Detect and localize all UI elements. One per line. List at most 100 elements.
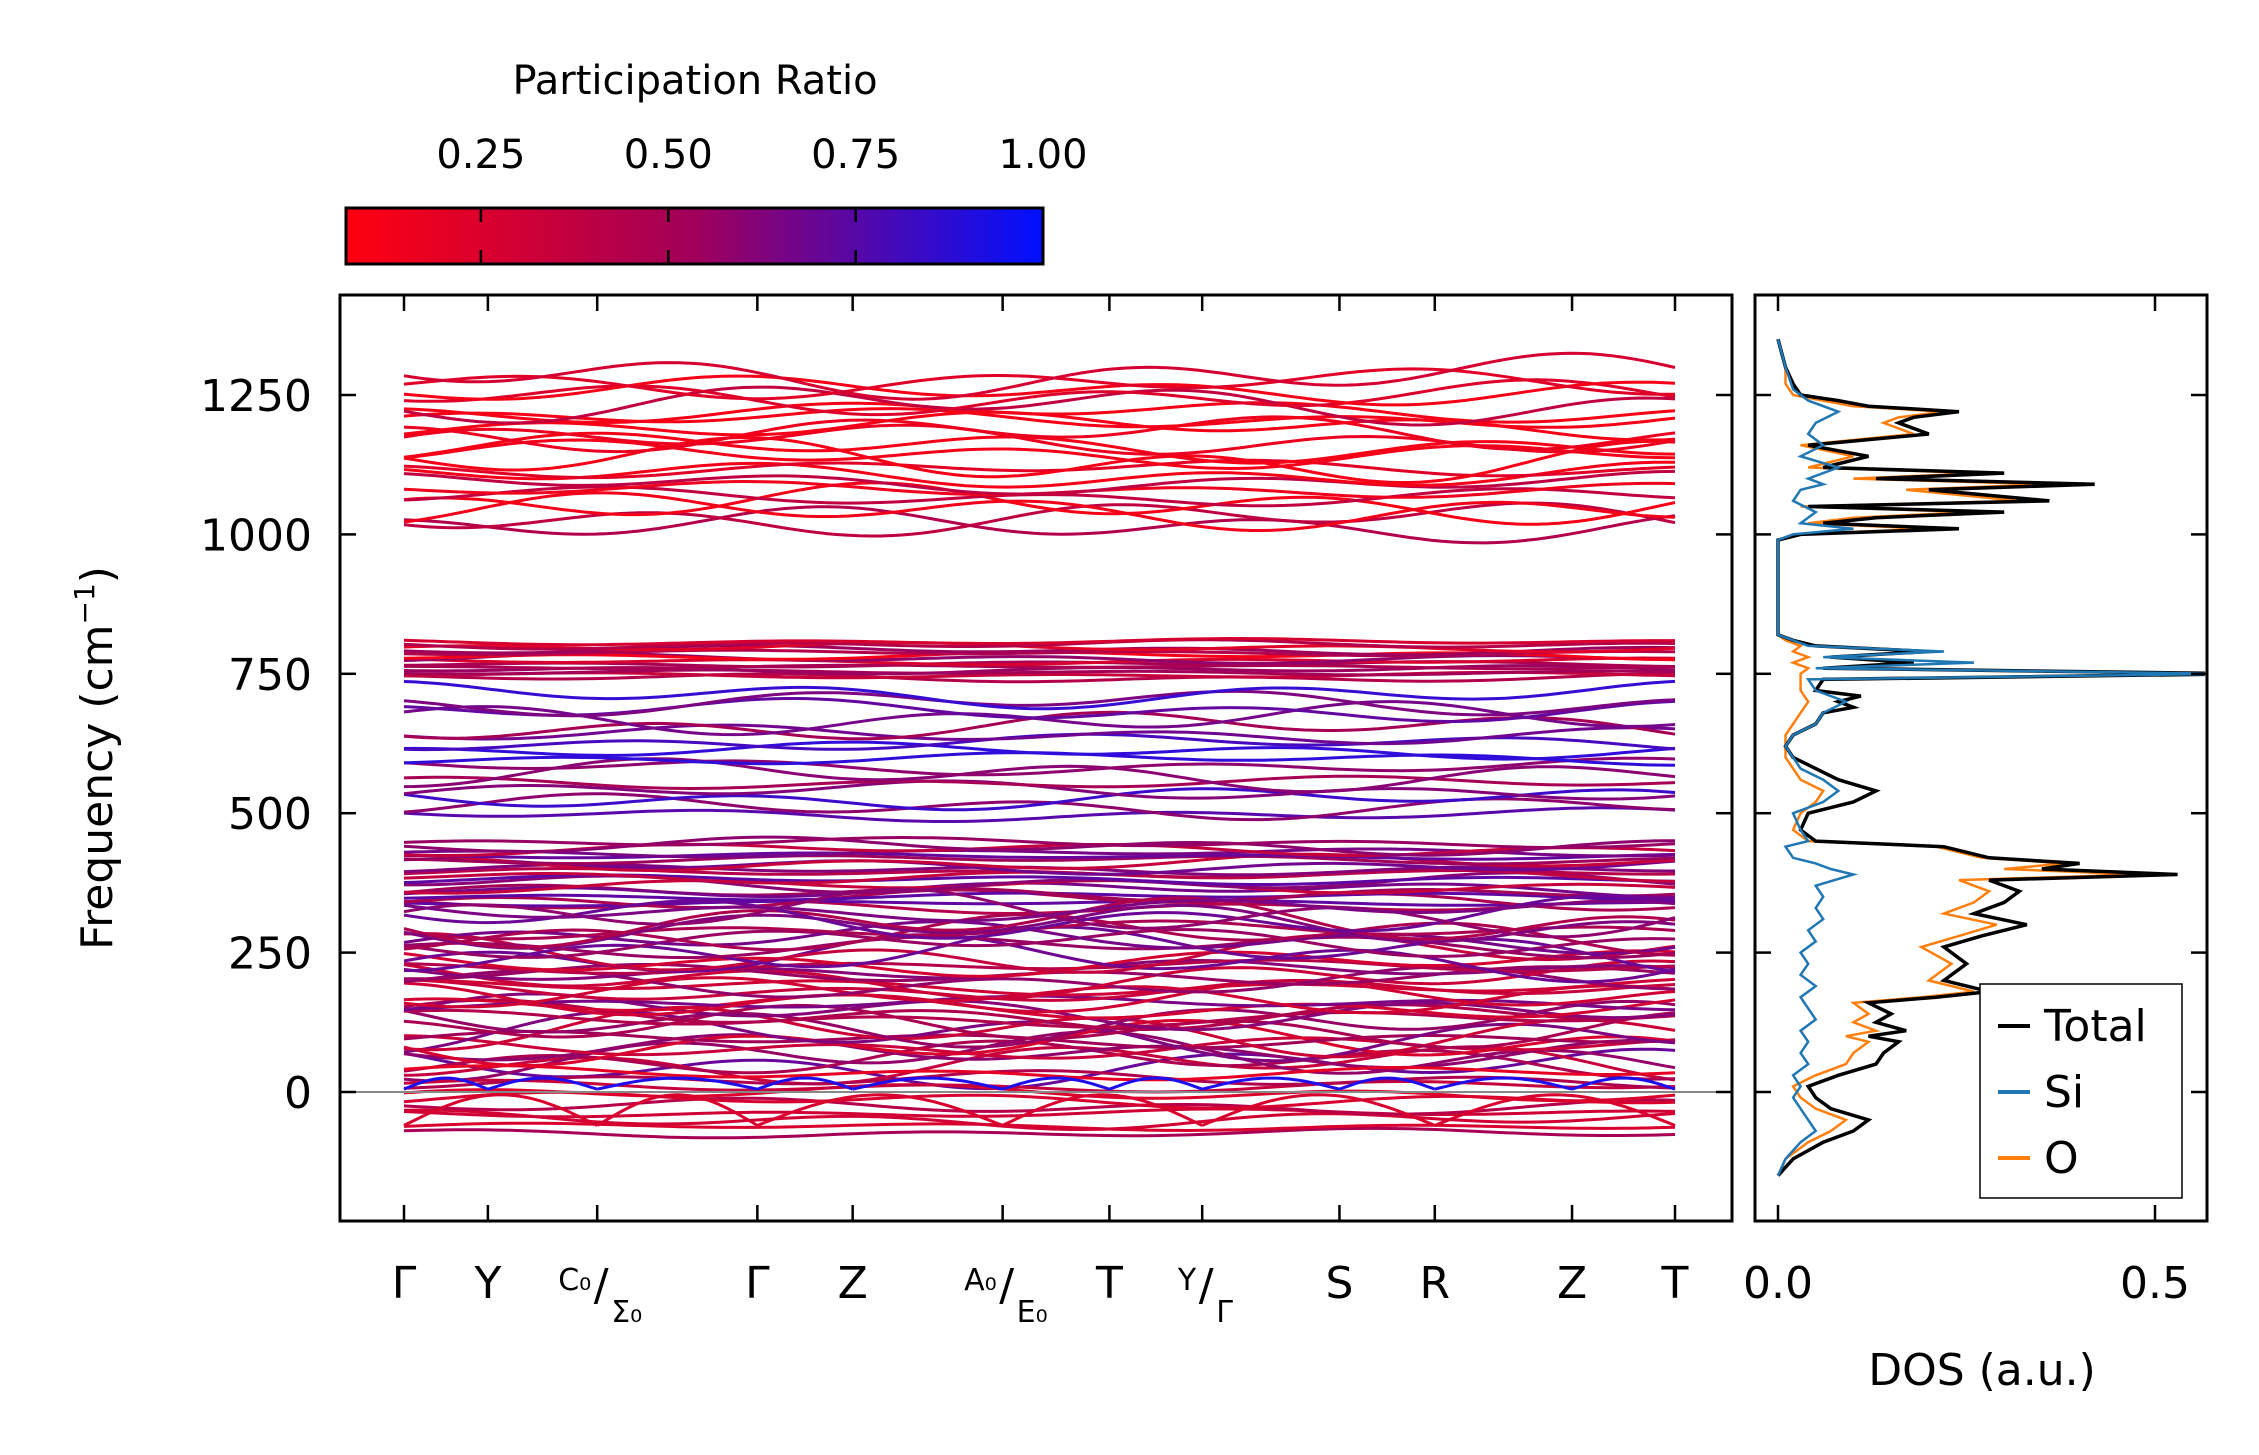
phonon-branch <box>403 887 1676 939</box>
dos-x-tick-label: 0.5 <box>2120 1258 2190 1309</box>
legend-label-o: O <box>2044 1133 2079 1184</box>
phonon-branch <box>403 638 1676 651</box>
phonon-branch <box>403 806 1676 823</box>
phonon-branch <box>403 1018 1676 1067</box>
acoustic-branch <box>487 1076 598 1091</box>
colorbar: Participation Ratio 0.25 0.50 0.75 1.00 <box>344 58 1088 266</box>
legend-label-si: Si <box>2044 1067 2084 1118</box>
y-tick-label: 750 <box>228 650 312 701</box>
phonon-branch <box>403 898 1676 923</box>
kpoint-label: T <box>1661 1258 1689 1309</box>
phonon-branch <box>403 979 1676 1017</box>
phonon-branch-soft <box>1001 1093 1203 1127</box>
phonon-branch-soft <box>756 1093 1004 1127</box>
colorbar-ticks: 0.25 0.50 0.75 1.00 <box>436 132 1088 264</box>
colorbar-tick-label: 0.25 <box>436 132 525 178</box>
phonon-branch <box>403 854 1676 866</box>
phonon-branch <box>403 668 1676 677</box>
phonon-branch <box>403 637 1675 647</box>
colorbar-tick-label: 1.00 <box>998 132 1087 178</box>
phonon-branch <box>403 1008 1676 1029</box>
legend: Total Si O <box>1979 983 2183 1199</box>
dos-x-axis-label: DOS (a.u.) <box>1868 1345 2096 1396</box>
phonon-branch-soft <box>403 1093 598 1127</box>
kpoint-label: T <box>1095 1258 1123 1309</box>
phonon-branch <box>403 835 1676 849</box>
kpoint-label-sub: Γ <box>1216 1295 1233 1330</box>
kpoint-label: S <box>1325 1258 1353 1309</box>
dos-panel: 0.0 0.5 DOS (a.u.) Total Si O <box>1743 293 2209 1396</box>
y-tick-label: 1250 <box>200 371 312 422</box>
phonon-branch-soft <box>596 1093 759 1127</box>
phonon-branch <box>403 385 1676 427</box>
phonon-branch <box>403 435 1676 484</box>
phonon-branch <box>403 469 1676 496</box>
phonon-branch <box>403 787 1676 812</box>
phonon-branch <box>403 438 1676 471</box>
phonon-branch <box>403 857 1676 876</box>
phonon-branch <box>403 1047 1676 1091</box>
y-axis-label: Frequency (cm−1) <box>68 566 123 950</box>
acoustic-branch <box>1571 1076 1676 1091</box>
phonon-branch <box>403 481 1676 526</box>
kpoint-label: Z <box>838 1258 868 1309</box>
y-axis-label-close: ) <box>72 566 123 583</box>
phonon-branch <box>403 993 1676 1020</box>
phonon-branch <box>403 679 1676 711</box>
y-tick-label: 500 <box>228 789 312 840</box>
phonon-branch <box>403 672 1676 684</box>
kpoint-label-sup: C₀ <box>558 1263 591 1298</box>
colorbar-gradient <box>344 206 1045 266</box>
phonon-branch <box>403 932 1676 974</box>
phonon-branch <box>403 898 1675 908</box>
acoustic-branch <box>403 1076 489 1091</box>
phonon-branch <box>403 689 1676 718</box>
phonon-branch <box>403 757 1676 794</box>
kpoint-label-sub: E₀ <box>1017 1295 1048 1330</box>
kpoint-label: Y <box>473 1258 501 1309</box>
phonon-branch <box>403 1121 1676 1133</box>
phonon-branch <box>403 740 1676 761</box>
phonon-branch <box>403 835 1675 857</box>
legend-entries: Total Si O <box>1998 1001 2147 1184</box>
kpoint-label-slash: / <box>1199 1260 1214 1311</box>
phonon-branch <box>403 999 1676 1049</box>
dos-axes-frame <box>1753 293 2209 1223</box>
phonon-branch <box>403 1033 1676 1070</box>
phonon-branch <box>403 903 1676 950</box>
phonon-branch <box>403 928 1676 959</box>
kpoint-label-sup: Y <box>1177 1263 1197 1298</box>
phonon-branch <box>403 1126 1676 1140</box>
phonon-branch <box>403 894 1676 940</box>
phonon-branch <box>403 723 1676 746</box>
y-tick-label: 250 <box>228 929 312 980</box>
acoustic-branch <box>1338 1076 1436 1091</box>
phonon-branch <box>403 774 1676 791</box>
phonon-branch <box>403 458 1676 480</box>
dos-lines <box>1776 338 2205 1177</box>
dos-x-tick-label: 0.0 <box>1743 1258 1813 1309</box>
band-axes-frame <box>338 293 1734 1223</box>
acoustic-branch <box>1201 1076 1340 1091</box>
phonon-branch-soft <box>1434 1093 1676 1127</box>
phonon-branch <box>403 460 1676 489</box>
band-lines <box>403 351 1676 1140</box>
phonon-branch <box>403 1108 1676 1131</box>
phonon-branch <box>403 1064 1676 1082</box>
kpoint-label: Γ <box>392 1258 417 1309</box>
colorbar-title: Participation Ratio <box>512 58 877 104</box>
acoustic-branch <box>852 1076 1003 1091</box>
phonon-branch <box>403 959 1676 1000</box>
kpoint-label: Γ <box>745 1258 770 1309</box>
kpoint-ticks: Γ Y C₀/Σ₀Γ Z A₀/E₀T Y/ΓS R Z T <box>392 295 1689 1330</box>
phonon-branch <box>403 656 1676 667</box>
phonon-branch <box>403 415 1676 454</box>
y-tick-label: 0 <box>284 1068 312 1119</box>
y-axis-label-sup: −1 <box>68 583 101 624</box>
kpoint-label-slash: / <box>999 1260 1014 1311</box>
colorbar-tick-label: 0.75 <box>811 132 900 178</box>
phonon-branch <box>403 998 1676 1032</box>
kpoint-label: Z <box>1557 1258 1587 1309</box>
